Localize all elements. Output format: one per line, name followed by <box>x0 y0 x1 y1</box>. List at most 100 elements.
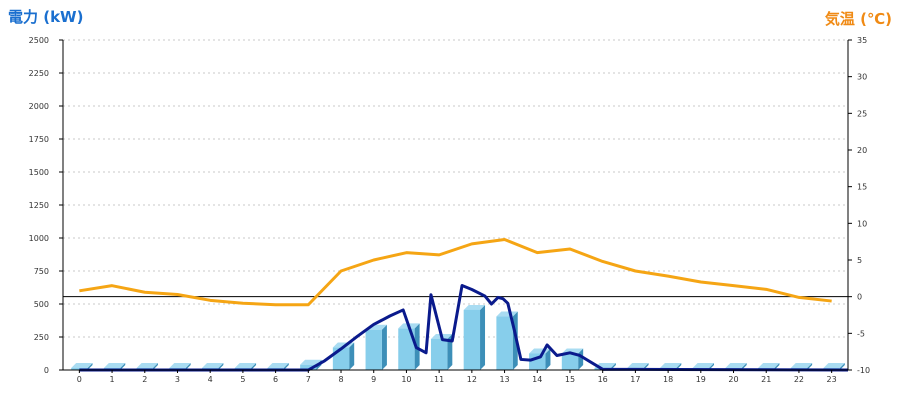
x-tick-label: 6 <box>273 375 278 384</box>
bar-top <box>71 363 93 369</box>
x-tick-label: 21 <box>761 375 771 384</box>
bar-top <box>692 363 714 369</box>
left-tick-label: 1500 <box>29 168 49 177</box>
power-bar-9 <box>365 324 387 370</box>
bar-side <box>87 363 93 370</box>
left-tick-label: 2500 <box>29 36 49 45</box>
bar-top <box>202 363 224 369</box>
bar-side <box>447 333 453 370</box>
left-tick-label: 250 <box>34 333 49 342</box>
left-tick-label: 750 <box>34 267 49 276</box>
power-line <box>79 284 849 372</box>
bar-front <box>496 316 513 370</box>
right-tick-label: 25 <box>857 109 867 118</box>
x-tick-label: 19 <box>696 375 706 384</box>
left-tick-label: 2000 <box>29 102 49 111</box>
bar-side <box>283 363 289 370</box>
x-tick-label: 14 <box>532 375 542 384</box>
x-tick-label: 18 <box>663 375 673 384</box>
bar-top <box>300 359 322 365</box>
bar-side <box>381 324 387 370</box>
bar-side <box>545 348 551 370</box>
right-tick-label: 30 <box>857 73 867 82</box>
left-tick-label: 1250 <box>29 201 49 210</box>
power-bar-11 <box>430 333 453 370</box>
x-tick-label: 8 <box>338 375 343 384</box>
bar-top <box>725 363 747 369</box>
bar-side <box>251 363 257 370</box>
bar-side <box>218 363 224 370</box>
bar-side <box>152 363 158 370</box>
bar-top <box>659 363 682 369</box>
bar-front <box>463 309 481 370</box>
bar-side <box>480 304 486 370</box>
x-tick-label: 2 <box>142 375 147 384</box>
series-lines <box>79 237 849 372</box>
right-tick-label: 10 <box>857 219 867 228</box>
bar-front <box>300 364 317 370</box>
bar-top <box>823 363 845 369</box>
bar-side <box>774 363 780 370</box>
x-tick-label: 17 <box>630 375 640 384</box>
power-bar-15 <box>561 348 584 370</box>
bar-top <box>169 363 191 369</box>
bar-side <box>807 363 813 370</box>
bar-front <box>365 329 382 370</box>
x-tick-label: 22 <box>794 375 804 384</box>
bar-top <box>136 363 158 369</box>
left-tick-label: 1750 <box>29 135 49 144</box>
x-tick-label: 3 <box>175 375 180 384</box>
bar-front <box>332 347 350 370</box>
x-tick-label: 12 <box>467 375 477 384</box>
x-tick-label: 16 <box>598 375 608 384</box>
temperature-line <box>79 237 832 307</box>
bar-side <box>185 363 191 370</box>
bar-top <box>758 363 780 369</box>
x-tick-label: 4 <box>208 375 213 384</box>
left-tick-label: 0 <box>44 366 49 375</box>
x-tick-label: 1 <box>110 375 115 384</box>
bar-front <box>430 338 448 370</box>
left-tick-label: 500 <box>34 300 49 309</box>
x-tick-label: 10 <box>401 375 411 384</box>
right-tick-label: 35 <box>857 36 867 45</box>
right-tick-label: 15 <box>857 183 867 192</box>
bar-top <box>267 363 289 369</box>
power-bar-12 <box>463 304 486 370</box>
right-tick-label: -10 <box>857 366 870 375</box>
left-tick-label: 1000 <box>29 234 49 243</box>
bar-front <box>561 353 579 370</box>
x-tick-label: 5 <box>240 375 245 384</box>
bar-side <box>120 363 126 370</box>
right-axis-title: 気温 (℃) <box>825 10 892 28</box>
x-tick-label: 15 <box>565 375 575 384</box>
bar-top <box>103 363 126 369</box>
x-tick-label: 20 <box>728 375 738 384</box>
x-tick-label: 11 <box>434 375 444 384</box>
power-bar-13 <box>496 311 518 370</box>
left-axis-title: 電力 (kW) <box>8 8 83 26</box>
grid-lines <box>63 39 848 338</box>
bar-top <box>627 363 649 369</box>
tick-labels: 02505007501000125015001750200022502500-1… <box>29 36 870 384</box>
bar-top <box>496 311 518 317</box>
power-bars <box>71 304 845 370</box>
x-tick-label: 0 <box>77 375 82 384</box>
bar-front <box>398 328 415 370</box>
x-tick-label: 13 <box>499 375 509 384</box>
bar-front <box>529 353 546 370</box>
x-tick-label: 7 <box>306 375 311 384</box>
right-tick-label: 20 <box>857 146 867 155</box>
right-tick-label: -5 <box>857 329 865 338</box>
left-tick-label: 2250 <box>29 69 49 78</box>
bar-side <box>839 363 845 370</box>
x-tick-label: 9 <box>371 375 376 384</box>
right-tick-label: 5 <box>857 256 862 265</box>
right-tick-label: 0 <box>857 293 862 302</box>
bar-top <box>790 363 813 369</box>
x-tick-label: 23 <box>827 375 837 384</box>
bar-top <box>463 304 486 310</box>
bar-side <box>349 342 355 370</box>
bar-top <box>234 363 257 369</box>
